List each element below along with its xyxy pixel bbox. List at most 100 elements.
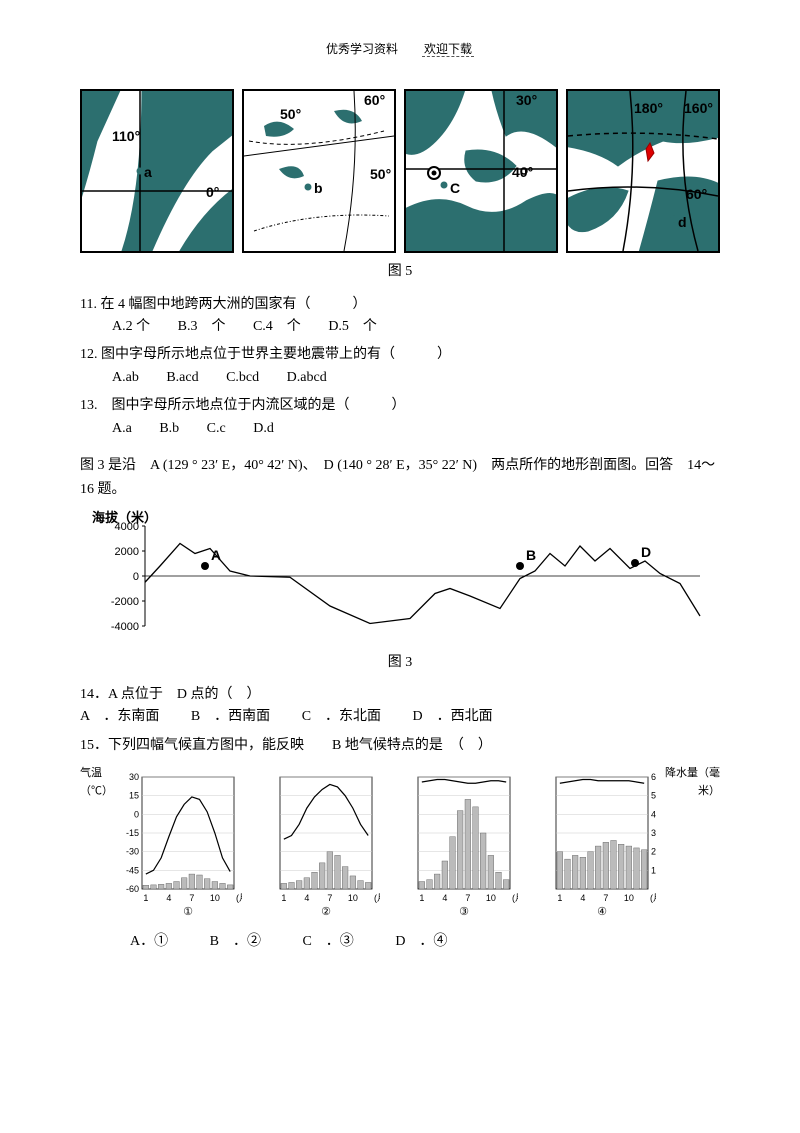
svg-text:180°: 180° [634, 100, 663, 116]
svg-text:-60: -60 [126, 884, 139, 894]
svg-text:d: d [678, 214, 687, 230]
svg-text:2000: 2000 [115, 546, 139, 558]
q15-opt-c: C ．③ [302, 934, 353, 949]
svg-text:7: 7 [603, 893, 608, 903]
svg-text:-30: -30 [126, 847, 139, 857]
header-left: 优秀学习资料 [326, 42, 398, 56]
svg-text:0: 0 [133, 571, 139, 583]
svg-text:(月): (月) [236, 893, 242, 903]
q14-opt-a: A ．东南面 [80, 709, 159, 724]
figure-3-label: 图 3 [80, 652, 720, 674]
svg-text:7: 7 [189, 893, 194, 903]
map-a: 110°a0° [80, 89, 234, 253]
svg-text:4: 4 [580, 893, 585, 903]
svg-text:60°: 60° [686, 186, 707, 202]
svg-text:B: B [526, 547, 536, 563]
map-c: 30° 40° C [404, 89, 558, 253]
svg-text:1: 1 [419, 893, 424, 903]
q14-opt-c: C ．东北面 [302, 709, 381, 724]
q11-text: 11. 在 4 幅图中地跨两大洲的国家有（ [80, 297, 310, 312]
svg-text:0: 0 [134, 809, 139, 819]
q13-close: ） [392, 398, 406, 413]
figure-5-label: 图 5 [80, 261, 720, 283]
svg-text:(月): (月) [374, 893, 380, 903]
q12-opt-d: D.abcd [287, 370, 327, 385]
q13-options: A.a B.b C.c D.d [112, 418, 720, 440]
svg-text:15: 15 [129, 791, 139, 801]
svg-text:a: a [144, 164, 152, 180]
q13-opt-a: A.a [112, 421, 132, 436]
climograph-1: 30150-15-30-45-6014710(月)① [122, 767, 242, 917]
svg-text:30°: 30° [516, 92, 537, 108]
question-12: 12. 图中字母所示地点位于世界主要地震带上的有（ ） A.ab B.acd C… [80, 344, 720, 389]
q12-opt-b: B.acd [166, 370, 198, 385]
svg-text:1: 1 [281, 893, 286, 903]
q11-close: ） [352, 297, 366, 312]
q12-options: A.ab B.acd C.bcd D.abcd [112, 367, 720, 389]
q11-options: A.2 个 B.3 个 C.4 个 D.5 个 [112, 316, 720, 338]
svg-text:A: A [211, 547, 221, 563]
climograph-4: 60050040030020010014710(月)④ [536, 767, 656, 917]
svg-text:7: 7 [465, 893, 470, 903]
temp-axis-label: 气温（℃） [80, 763, 122, 800]
q11-opt-c: C.4 个 [253, 319, 301, 334]
svg-text:(月): (月) [512, 893, 518, 903]
q15-opt-d: D ．④ [395, 934, 447, 949]
svg-text:10: 10 [210, 893, 220, 903]
svg-text:110°: 110° [112, 128, 140, 144]
svg-text:10: 10 [624, 893, 634, 903]
svg-text:30: 30 [129, 772, 139, 782]
svg-text:4: 4 [304, 893, 309, 903]
svg-text:C: C [450, 180, 460, 196]
svg-text:①: ① [183, 906, 193, 917]
svg-text:-15: -15 [126, 828, 139, 838]
svg-text:50°: 50° [280, 106, 301, 122]
question-14: 14．A 点位于 D 点的（ ） A ．东南面 B ．西南面 C ．东北面 D … [80, 684, 720, 729]
q14-text: 14．A 点位于 D 点的（ ） [80, 684, 720, 706]
question-13: 13. 图中字母所示地点位于内流区域的是（ ） A.a B.b C.c D.d [80, 395, 720, 440]
q14-opt-b: B ．西南面 [191, 709, 270, 724]
q12-opt-c: C.bcd [226, 370, 259, 385]
svg-text:1: 1 [557, 893, 562, 903]
svg-text:400: 400 [651, 809, 656, 819]
svg-text:50°: 50° [370, 166, 391, 182]
map-d: 180°160°60°d [566, 89, 720, 253]
q13-opt-b: B.b [159, 421, 179, 436]
figure-3-intro: 图 3 是沿 A (129 ° 23′ E，40° 42′ N)、 D (140… [80, 454, 720, 502]
q14-options: A ．东南面 B ．西南面 C ．东北面 D ．西北面 [80, 706, 720, 728]
svg-text:-45: -45 [126, 865, 139, 875]
q12-close: ） [437, 347, 451, 362]
figure-3-profile: 海拔（米）400020000-2000-4000ABD [80, 508, 720, 648]
q14-opt-d: D ．西北面 [413, 709, 493, 724]
svg-text:④: ④ [597, 906, 607, 917]
svg-text:4: 4 [166, 893, 171, 903]
q13-opt-d: D.d [253, 421, 274, 436]
q13-opt-c: C.c [207, 421, 226, 436]
q12-opt-a: A.ab [112, 370, 139, 385]
q15-opt-a: A．① [130, 934, 168, 949]
map-b: 50°60°50°b [242, 89, 396, 253]
svg-text:10: 10 [486, 893, 496, 903]
q15-opt-b: B ．② [210, 934, 261, 949]
svg-text:③: ③ [459, 906, 469, 917]
svg-text:-2000: -2000 [111, 596, 139, 608]
svg-text:200: 200 [651, 847, 656, 857]
svg-text:-4000: -4000 [111, 621, 139, 633]
svg-text:100: 100 [651, 865, 656, 875]
svg-text:40°: 40° [512, 164, 533, 180]
svg-text:10: 10 [348, 893, 358, 903]
q13-text: 13. 图中字母所示地点位于内流区域的是（ [80, 398, 350, 413]
svg-text:7: 7 [327, 893, 332, 903]
svg-text:300: 300 [651, 828, 656, 838]
q11-opt-a: A.2 个 [112, 319, 150, 334]
climograph-row: 30 15 0 -15 -30 -45 -60 1 4 7 10 (月) ① 1 4 7 10 (月) ② 1 4 7… [122, 767, 656, 917]
question-11: 11. 在 4 幅图中地跨两大洲的国家有（ ） A.2 个 B.3 个 C.4 … [80, 294, 720, 339]
climograph-row-wrap: 气温（℃） 30 15 0 -15 -30 -45 -60 1 4 7 10 (月) ① 1 4 7 10 (月… [80, 763, 720, 923]
q11-opt-d: D.5 个 [328, 319, 377, 334]
svg-text:4: 4 [442, 893, 447, 903]
svg-text:②: ② [321, 906, 331, 917]
q15-options: A．① B ．② C ．③ D ．④ [130, 931, 720, 953]
svg-text:4000: 4000 [115, 521, 139, 533]
svg-text:D: D [641, 544, 651, 560]
figure-5-maps: 110°a0° 50°60°50°b 30°40°C 180°160°60°d [80, 89, 720, 253]
